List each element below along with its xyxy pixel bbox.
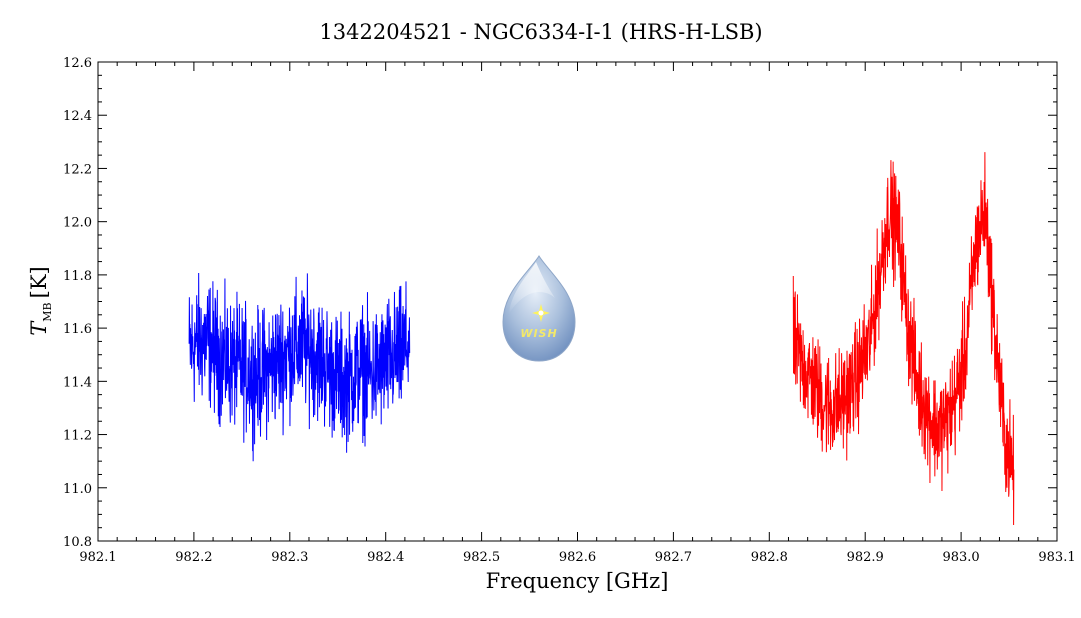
x-tick-label: 982.5 — [463, 550, 500, 565]
x-tick-label: 982.6 — [559, 550, 596, 565]
y-tick-label: 11.8 — [63, 269, 92, 284]
x-tick-labels: 982.1 982.2 982.3 982.4 982.5 982.6 982.7 982.8… — [79, 550, 1075, 565]
x-tick-label: 983.0 — [942, 550, 979, 565]
chart-title: 1342204521 - NGC6334-I-1 (HRS-H-LSB) — [319, 20, 762, 44]
x-axis-label: Frequency [GHz] — [486, 569, 669, 593]
star-icon — [532, 304, 550, 322]
y-tick-label: 12.4 — [63, 109, 92, 124]
y-tick-label: 11.0 — [63, 482, 92, 497]
x-tick-label: 982.2 — [175, 550, 212, 565]
y-tick-label: 12.6 — [63, 56, 92, 71]
y-tick-label: 12.2 — [63, 162, 92, 177]
wish-logo: WISH — [502, 255, 576, 362]
logo-text: WISH — [520, 327, 557, 340]
x-tick-label: 982.7 — [655, 550, 692, 565]
red-spectrum-line — [792, 152, 1015, 526]
axis-ticks — [97, 61, 1058, 542]
y-tick-label: 12.0 — [63, 216, 92, 231]
x-tick-label: 982.8 — [751, 550, 788, 565]
svg-text:TMB[K]: TMB [K] — [27, 266, 54, 335]
y-axis-label: TMB [K] — [27, 266, 54, 335]
plot-frame — [97, 61, 1058, 542]
y-tick-label: 11.6 — [63, 322, 92, 337]
y-tick-label: 11.4 — [63, 375, 92, 390]
x-tick-label: 982.4 — [367, 550, 404, 565]
y-tick-label: 11.2 — [63, 429, 92, 444]
x-tick-label: 982.9 — [847, 550, 884, 565]
y-axis-symbol: T — [27, 320, 51, 336]
blue-spectrum-line — [188, 273, 411, 462]
y-axis-subscript: MB — [41, 302, 54, 321]
x-tick-label: 982.3 — [271, 550, 308, 565]
series-layer — [188, 152, 1015, 526]
x-tick-label: 983.1 — [1038, 550, 1075, 565]
x-tick-label: 982.1 — [79, 550, 116, 565]
y-axis-unit: [K] — [27, 266, 51, 298]
y-tick-label: 10.8 — [63, 535, 92, 550]
y-tick-labels: 10.8 11.0 11.2 11.4 11.6 11.8 12.0 12.2 12.4 12.6 — [63, 56, 92, 550]
